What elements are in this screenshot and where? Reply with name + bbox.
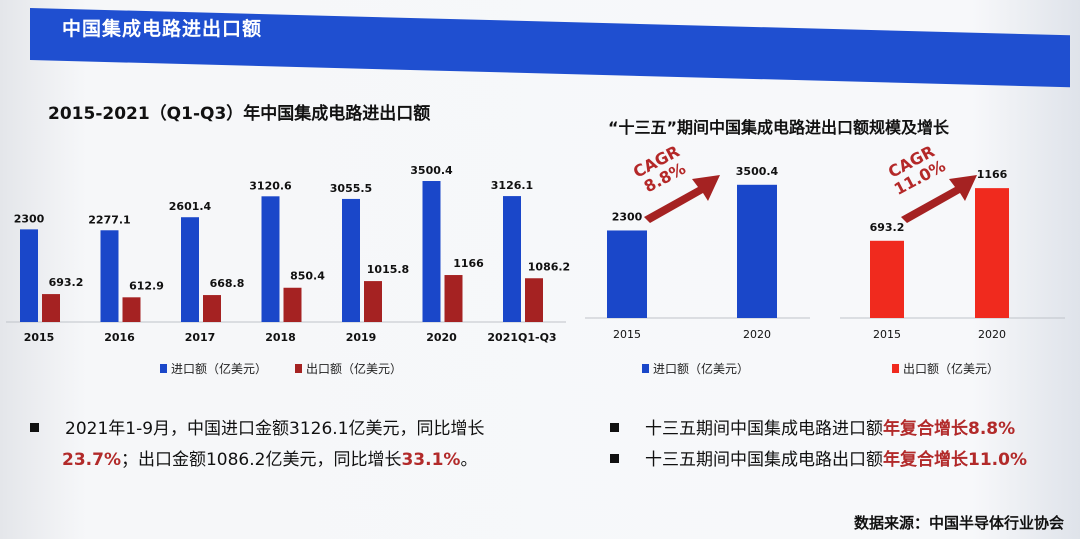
- left-legend: 进口额（亿美元） 出口额（亿美元）: [160, 360, 402, 377]
- growth-bar: [607, 230, 647, 318]
- import-bar: [181, 217, 199, 322]
- bar-value-label: 693.2: [870, 221, 905, 234]
- notes-right-item-2: 十三五期间中国集成电路出口额年复合增长11.0%: [610, 445, 1070, 476]
- export-growth-rate: 33.1%: [401, 450, 461, 470]
- legend-right-export: 出口额（亿美元）: [892, 360, 999, 377]
- export-bar: [444, 275, 463, 322]
- export-bar: [42, 294, 60, 322]
- right-legend: 出口额（亿美元）: [892, 360, 999, 377]
- growth-bar: [870, 240, 904, 318]
- import-value-label: 3500.4: [410, 164, 453, 177]
- notes-left-text3: 。: [460, 450, 478, 470]
- export-value-label: 1015.8: [367, 263, 409, 276]
- legend-import-swatch: [160, 364, 167, 373]
- import-bar: [261, 196, 280, 322]
- bullet-icon: [30, 422, 39, 432]
- right-chart-title: “十三五”期间中国集成电路进出口额规模及增长: [608, 118, 950, 137]
- import-value-label: 3120.6: [249, 179, 292, 192]
- import-bar: [503, 196, 521, 322]
- notes-right-text-2: 十三五期间中国集成电路出口额: [645, 450, 883, 470]
- legend-right-label: 出口额（亿美元）: [903, 362, 1000, 376]
- growth-bar: [975, 188, 1009, 318]
- export-value-label: 1166: [453, 257, 484, 270]
- growth-bar: [737, 184, 777, 318]
- export-value-label: 693.2: [49, 276, 84, 289]
- legend-mid-import: 进口额（亿美元）: [642, 360, 749, 377]
- x-tick-label: 2020: [743, 328, 771, 341]
- export-value-label: 668.8: [210, 277, 245, 290]
- notes-right-red-2: 年复合增长11.0%: [883, 450, 1027, 470]
- notes-left: 2021年1-9月，中国进口金额3126.1亿美元，同比增长 23.7%；出口金…: [30, 414, 590, 476]
- export-bar: [283, 287, 302, 322]
- import-growth-rate: 23.7%: [62, 450, 121, 470]
- import-growth-chart: 2300 2015 3500.4 2020: [585, 165, 810, 341]
- notes-left-line1: 2021年1-9月，中国进口金额3126.1亿美元，同比增长: [30, 414, 590, 445]
- bar-value-label: 1166: [977, 168, 1008, 181]
- x-tick-label: 2017: [185, 331, 216, 344]
- x-tick-label: 2020: [426, 331, 457, 344]
- bar-value-label: 3500.4: [736, 165, 779, 178]
- x-tick-label: 2021Q1-Q3: [487, 331, 556, 344]
- legend-export-swatch: [295, 364, 303, 373]
- notes-right: 十三五期间中国集成电路进口额年复合增长8.8% 十三五期间中国集成电路出口额年复…: [610, 414, 1070, 476]
- legend-import: 进口额（亿美元）: [160, 360, 267, 377]
- import-bar: [20, 229, 38, 322]
- import-bar: [342, 198, 360, 322]
- bar-value-label: 2300: [612, 210, 643, 223]
- import-value-label: 2601.4: [169, 200, 212, 213]
- import-value-label: 3126.1: [491, 179, 533, 192]
- import-bar: [100, 230, 119, 322]
- import-value-label: 3055.5: [330, 182, 372, 195]
- x-tick-label: 2015: [24, 331, 55, 344]
- export-growth-chart: 693.2 2015 1166 2020: [840, 168, 1065, 341]
- source-note: 数据来源：中国半导体行业协会: [853, 514, 1064, 532]
- x-tick-label: 2018: [265, 331, 296, 344]
- legend-import-label: 进口额（亿美元）: [171, 362, 268, 376]
- export-bar: [364, 281, 382, 322]
- cagr-arrow-export: [901, 175, 977, 223]
- legend-mid-label: 进口额（亿美元）: [653, 362, 750, 376]
- left-bar-chart: 2300 693.2 2015 2277.1 612.9 2016 2601.4 668.8 2…: [6, 164, 570, 344]
- x-tick-label: 2016: [104, 331, 135, 344]
- notes-right-text-1: 十三五期间中国集成电路进口额: [645, 419, 883, 439]
- legend-right-swatch: [892, 364, 899, 373]
- left-chart-title: 2015-2021（Q1-Q3）年中国集成电路进出口额: [48, 104, 431, 124]
- legend-export: 出口额（亿美元）: [295, 360, 402, 377]
- export-bar: [203, 295, 221, 322]
- export-bar: [122, 297, 141, 322]
- x-tick-label: 2019: [346, 331, 377, 344]
- export-bar: [525, 278, 543, 322]
- x-tick-label: 2015: [613, 328, 641, 341]
- arrow-shape-export: [901, 175, 977, 223]
- export-value-label: 850.4: [290, 270, 325, 283]
- import-bar: [422, 181, 441, 322]
- notes-right-item-1: 十三五期间中国集成电路进口额年复合增长8.8%: [610, 414, 1070, 445]
- notes-left-text1: 2021年1-9月，中国进口金额3126.1亿美元，同比增长: [65, 419, 485, 439]
- import-value-label: 2300: [14, 212, 45, 225]
- import-value-label: 2277.1: [88, 213, 130, 226]
- bullet-icon: [610, 453, 619, 463]
- x-tick-label: 2015: [873, 328, 901, 341]
- notes-right-red-1: 年复合增长8.8%: [883, 419, 1016, 439]
- legend-export-label: 出口额（亿美元）: [306, 362, 403, 376]
- notes-left-text2: ；出口金额1086.2亿美元，同比增长: [120, 450, 402, 470]
- export-value-label: 612.9: [129, 279, 164, 292]
- mid-legend: 进口额（亿美元）: [642, 360, 749, 377]
- legend-mid-swatch: [642, 364, 649, 373]
- x-tick-label: 2020: [978, 328, 1006, 341]
- arrow-shape: [644, 175, 720, 223]
- bullet-icon: [610, 422, 619, 432]
- notes-left-line2: 23.7%；出口金额1086.2亿美元，同比增长33.1%。: [30, 445, 590, 476]
- cagr-arrow-import: [644, 175, 720, 223]
- page-title: 中国集成电路进出口额: [62, 18, 263, 40]
- export-value-label: 1086.2: [528, 260, 570, 273]
